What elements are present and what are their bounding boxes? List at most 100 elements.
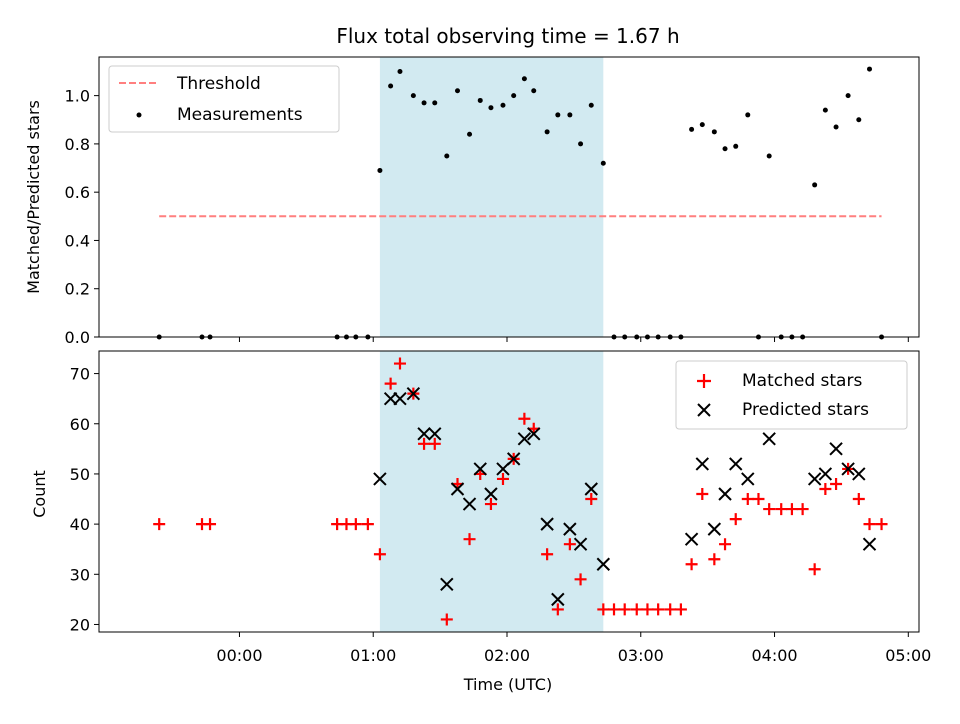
predicted-star-point	[496, 462, 510, 476]
bottom-panel: 20 30 40 50 60 70 00:00 01:00 02:00 03:00 04:00 05…	[30, 350, 931, 694]
y-tick-label: 0.2	[65, 280, 90, 299]
y-tick-label: 1.0	[65, 87, 90, 106]
top-observing-span	[379, 57, 604, 337]
predicted-star-point	[517, 432, 532, 446]
measurement-point	[467, 131, 473, 137]
predicted-star-point	[551, 592, 565, 607]
y-tick-label: 50	[70, 465, 90, 484]
matched-star-point	[418, 437, 431, 450]
matched-star-point	[496, 472, 509, 485]
predicted-star-point	[373, 472, 387, 486]
matched-star-point	[863, 518, 876, 531]
predicted-star-point	[829, 442, 843, 456]
predicted-star-point	[762, 432, 776, 446]
matched-star-point	[484, 498, 497, 511]
y-tick-label: 0.4	[65, 231, 90, 250]
legend-matched-swatch	[697, 374, 711, 388]
measurement-point	[567, 112, 573, 118]
predicted-star-point	[862, 537, 877, 551]
measurement-point	[521, 76, 527, 82]
y-tick-label: 0.0	[65, 328, 90, 347]
matched-star-point	[349, 518, 362, 531]
predicted-star-point	[484, 487, 498, 501]
matched-star-point	[819, 482, 832, 495]
matched-star-point	[384, 377, 397, 390]
matched-star-point	[752, 493, 765, 506]
measurement-point	[699, 122, 705, 128]
predicted-star-point	[596, 557, 611, 571]
matched-star-point	[630, 603, 643, 616]
predicted-star-point	[695, 457, 710, 471]
measurement-point	[745, 112, 751, 118]
measurement-point	[444, 153, 450, 159]
measurement-point	[845, 93, 851, 99]
predicted-star-point	[852, 467, 866, 481]
measurement-point	[421, 100, 427, 106]
matched-star-point	[153, 518, 166, 531]
y-tick-label: 20	[70, 615, 90, 634]
y-tick-label: 0.8	[65, 135, 90, 154]
matched-star-point	[875, 518, 888, 531]
matched-star-point	[585, 493, 598, 506]
measurement-point	[477, 97, 483, 103]
measurement-point	[377, 167, 383, 173]
matched-star-point	[664, 603, 677, 616]
measurement-point	[531, 88, 537, 94]
predicted-star-point	[540, 517, 554, 531]
bottom-legend: Matched stars Predicted stars	[675, 360, 908, 430]
bottom-y-axis-label: Count	[30, 470, 49, 518]
top-x-ticks	[238, 337, 909, 342]
matched-star-point	[729, 513, 742, 526]
legend-matched-label: Matched stars	[742, 371, 862, 391]
top-y-ticks: 0.0 0.2 0.4 0.6 0.8 1.0	[65, 87, 99, 347]
matched-star-point	[674, 603, 687, 616]
measurement-point	[410, 93, 416, 99]
measurement-point	[600, 160, 606, 166]
x-tick-label: 05:00	[885, 646, 931, 665]
measurement-point	[588, 102, 594, 108]
matched-star-point	[719, 538, 732, 551]
bottom-y-ticks: 20 30 40 50 60 70	[70, 365, 99, 634]
predicted-star-point	[527, 427, 541, 441]
matched-star-point	[641, 603, 654, 616]
matched-star-point	[775, 503, 788, 516]
matched-star-point	[796, 503, 809, 516]
measurement-point	[833, 124, 839, 130]
measurement-point	[578, 141, 584, 147]
legend-measurements-swatch	[136, 112, 142, 118]
predicted-star-point	[428, 427, 442, 441]
matched-star-point	[852, 493, 865, 506]
matched-star-point	[741, 493, 754, 506]
legend-threshold-label: Threshold	[176, 74, 261, 94]
matched-star-point	[373, 548, 386, 561]
measurement-points	[156, 66, 885, 340]
matched-star-point	[597, 603, 610, 616]
bottom-legend-box	[675, 360, 908, 430]
measurement-point	[856, 117, 862, 123]
predicted-star-point	[506, 452, 521, 466]
matched-star-point	[830, 477, 843, 490]
matched-star-point	[708, 553, 721, 566]
predicted-star-point	[393, 391, 407, 406]
x-tick-label: 01:00	[350, 646, 396, 665]
measurement-point	[488, 105, 494, 111]
y-tick-label: 40	[70, 515, 90, 534]
predicted-star-point	[406, 386, 421, 401]
matched-star-point	[440, 613, 453, 626]
matched-star-point	[685, 558, 698, 571]
predicted-star-point	[440, 577, 454, 592]
chart-title: Flux total observing time = 1.67 h	[336, 24, 679, 48]
measurement-point	[500, 102, 506, 108]
matched-star-point	[808, 563, 821, 576]
matched-star-point	[763, 503, 776, 516]
legend-predicted-swatch	[697, 403, 711, 417]
matched-star-point	[541, 548, 554, 561]
predicted-star-point	[807, 472, 822, 486]
matched-star-point	[518, 412, 531, 425]
predicted-star-point	[573, 537, 588, 551]
measurement-point	[733, 143, 739, 149]
matched-star-point	[652, 603, 665, 616]
measurement-point	[689, 126, 695, 132]
predicted-star-point	[741, 472, 755, 486]
